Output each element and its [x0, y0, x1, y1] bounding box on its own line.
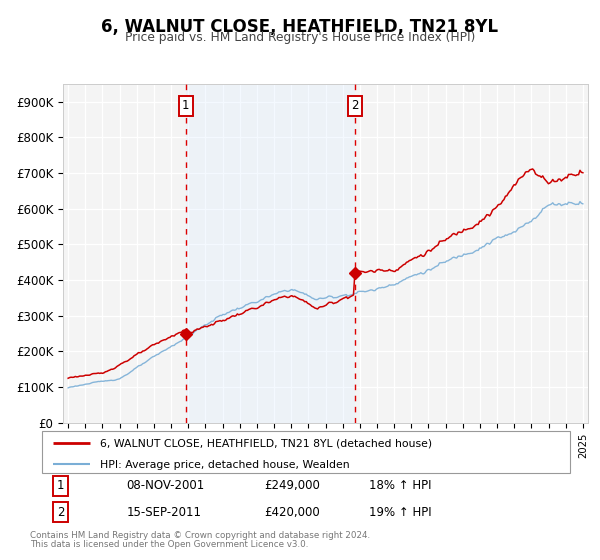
Text: 18% ↑ HPI: 18% ↑ HPI	[370, 479, 432, 492]
Text: 15-SEP-2011: 15-SEP-2011	[127, 506, 202, 519]
Text: Contains HM Land Registry data © Crown copyright and database right 2024.: Contains HM Land Registry data © Crown c…	[30, 531, 370, 540]
Text: Price paid vs. HM Land Registry's House Price Index (HPI): Price paid vs. HM Land Registry's House …	[125, 31, 475, 44]
Text: £420,000: £420,000	[264, 506, 320, 519]
Text: 1: 1	[57, 479, 64, 492]
Text: 19% ↑ HPI: 19% ↑ HPI	[370, 506, 432, 519]
Text: 2: 2	[351, 99, 359, 112]
Text: HPI: Average price, detached house, Wealden: HPI: Average price, detached house, Weal…	[100, 460, 350, 470]
Text: 1: 1	[182, 99, 190, 112]
FancyBboxPatch shape	[42, 431, 570, 473]
Bar	[186, 84, 355, 423]
Text: 08-NOV-2001: 08-NOV-2001	[127, 479, 205, 492]
Text: 6, WALNUT CLOSE, HEATHFIELD, TN21 8YL: 6, WALNUT CLOSE, HEATHFIELD, TN21 8YL	[101, 18, 499, 36]
Text: This data is licensed under the Open Government Licence v3.0.: This data is licensed under the Open Gov…	[30, 540, 308, 549]
Text: £249,000: £249,000	[264, 479, 320, 492]
Text: 2: 2	[57, 506, 64, 519]
Text: 6, WALNUT CLOSE, HEATHFIELD, TN21 8YL (detached house): 6, WALNUT CLOSE, HEATHFIELD, TN21 8YL (d…	[100, 439, 432, 449]
